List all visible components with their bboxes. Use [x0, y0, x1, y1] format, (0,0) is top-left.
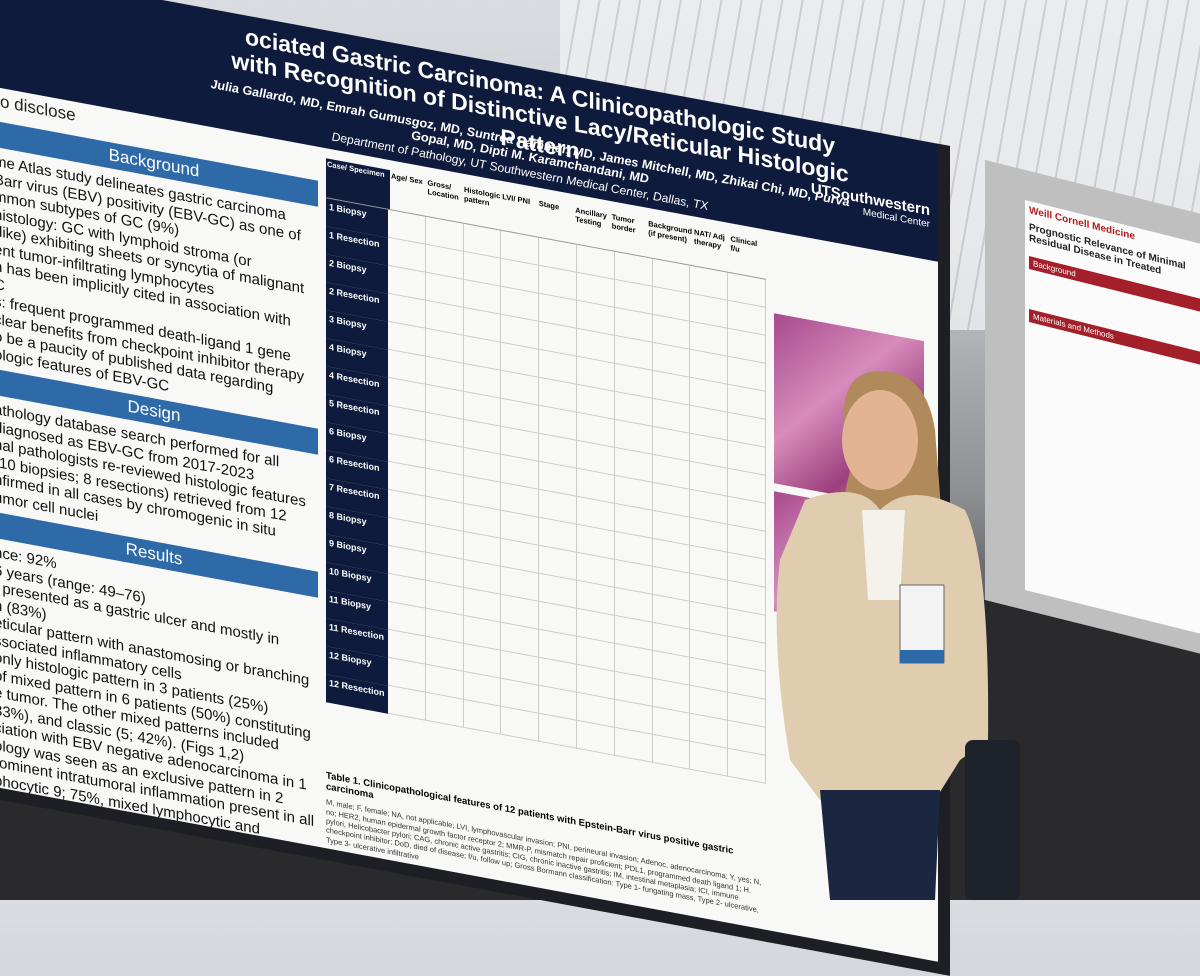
- suitcase: [965, 740, 1020, 900]
- cardigan: [776, 492, 989, 800]
- shirt: [862, 510, 905, 600]
- person: [776, 371, 1020, 900]
- badge-band: [900, 650, 944, 663]
- trousers: [820, 790, 940, 900]
- face: [842, 390, 918, 490]
